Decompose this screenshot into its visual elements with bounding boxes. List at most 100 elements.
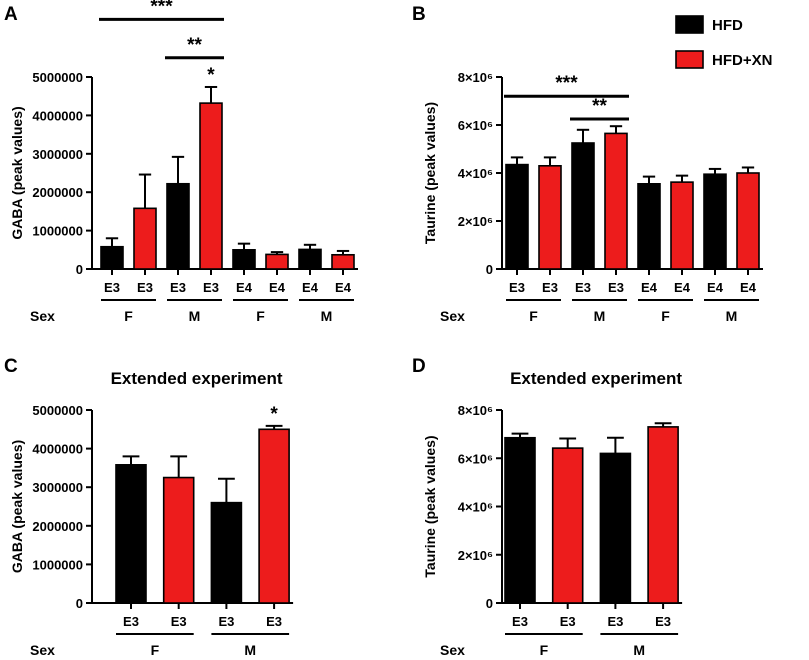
x-tick-label-a: E3 [170, 280, 186, 295]
sex-group-label-b: F [529, 308, 538, 324]
bar-b-8 [736, 172, 760, 270]
y-axis-label-c: GABA (peak values) [9, 440, 25, 573]
panel-letter-a: A [4, 4, 18, 25]
bar-a-1 [100, 245, 124, 270]
bar-a-2 [133, 207, 157, 270]
sex-group-label-b: M [726, 308, 738, 324]
sex-group-label-a: M [189, 308, 201, 324]
y-tick-label-d: 6×10⁶ [458, 451, 493, 466]
bar-c-2 [162, 476, 195, 604]
sex-group-label-a: M [321, 308, 333, 324]
bar-b-4 [604, 132, 628, 270]
x-tick-label-b: E4 [641, 280, 658, 295]
y-tick-label-b: 4×10⁶ [458, 166, 493, 181]
x-tick-label-d: E3 [607, 614, 623, 629]
sex-label-b: Sex [440, 308, 465, 324]
y-axis-label-d: Taurine (peak values) [422, 435, 438, 577]
y-axis-label-a: GABA (peak values) [9, 106, 25, 239]
bar-b-2 [538, 165, 562, 270]
legend-swatch-1 [675, 15, 704, 34]
bar-c-4 [258, 428, 290, 604]
bar-a-6 [265, 253, 289, 270]
sex-group-label-c: M [244, 642, 256, 658]
x-tick-label-c: E3 [123, 614, 139, 629]
x-tick-label-c: E3 [218, 614, 234, 629]
x-tick-label-d: E3 [560, 614, 576, 629]
bar-b-3 [571, 142, 595, 270]
y-tick-label-d: 4×10⁶ [458, 500, 493, 515]
legend-swatch-2 [675, 50, 704, 69]
x-tick-label-b: E3 [542, 280, 558, 295]
y-tick-label-a: 1000000 [32, 224, 83, 239]
bar-a-5 [232, 249, 256, 270]
y-tick-label-c: 2000000 [32, 519, 83, 534]
bar-b-5 [637, 183, 661, 270]
bar-b-7 [703, 173, 727, 270]
y-tick-label-a: 2000000 [32, 185, 83, 200]
x-tick-label-b: E4 [707, 280, 724, 295]
x-tick-label-c: E3 [171, 614, 187, 629]
sex-group-label-c: F [151, 642, 160, 658]
bar-c-1 [115, 464, 147, 604]
y-tick-label-c: 0 [76, 596, 83, 611]
y-tick-label-d: 8×10⁶ [458, 403, 493, 418]
sex-label-c: Sex [30, 642, 55, 658]
y-axis-label-b: Taurine (peak values) [422, 102, 438, 244]
y-tick-label-c: 3000000 [32, 480, 83, 495]
y-tick-label-a: 5000000 [32, 70, 83, 85]
sex-group-label-a: F [124, 308, 133, 324]
sex-group-label-d: M [633, 642, 645, 658]
significance-label-b: ** [592, 96, 607, 117]
sex-label-a: Sex [30, 308, 55, 324]
bar-significance-c: * [270, 404, 278, 425]
y-tick-label-a: 0 [76, 262, 83, 277]
y-tick-label-a: 4000000 [32, 108, 83, 123]
x-tick-label-b: E3 [575, 280, 591, 295]
x-tick-label-a: E4 [335, 280, 352, 295]
y-tick-label-b: 8×10⁶ [458, 70, 493, 85]
bar-d-2 [551, 447, 584, 604]
bar-a-4 [199, 102, 223, 270]
sex-group-label-d: F [540, 642, 549, 658]
significance-label-a: *** [150, 0, 173, 17]
bar-d-4 [647, 426, 679, 604]
x-tick-label-b: E4 [740, 280, 757, 295]
y-tick-label-d: 2×10⁶ [458, 548, 493, 563]
sex-group-label-b: F [661, 308, 670, 324]
panel-letter-b: B [412, 4, 426, 25]
significance-label-a: ** [187, 35, 202, 56]
panel-letter-d: D [412, 356, 426, 377]
significance-label-b: *** [555, 73, 578, 94]
bar-d-3 [599, 452, 632, 604]
x-tick-label-b: E3 [608, 280, 624, 295]
x-tick-label-b: E3 [509, 280, 525, 295]
y-tick-label-b: 2×10⁶ [458, 214, 493, 229]
bar-d-1 [504, 436, 536, 604]
x-tick-label-a: E4 [269, 280, 286, 295]
x-tick-label-b: E4 [674, 280, 691, 295]
x-tick-label-a: E4 [236, 280, 253, 295]
y-tick-label-b: 6×10⁶ [458, 118, 493, 133]
y-tick-label-c: 5000000 [32, 403, 83, 418]
bar-a-3 [166, 182, 190, 270]
x-tick-label-d: E3 [512, 614, 528, 629]
panel-letter-c: C [4, 356, 18, 377]
x-tick-label-a: E3 [137, 280, 153, 295]
x-tick-label-d: E3 [655, 614, 671, 629]
x-tick-label-a: E3 [203, 280, 219, 295]
y-tick-label-d: 0 [486, 596, 493, 611]
sex-label-d: Sex [440, 642, 465, 658]
x-tick-label-a: E3 [104, 280, 120, 295]
y-tick-label-b: 0 [486, 262, 493, 277]
bar-b-1 [505, 163, 529, 270]
chart-title-d: Extended experiment [510, 369, 682, 388]
bar-significance-a: * [207, 65, 215, 86]
legend-label-1: HFD [712, 17, 743, 34]
x-tick-label-a: E4 [302, 280, 319, 295]
bar-a-7 [298, 248, 322, 270]
legend-label-2: HFD+XN [712, 52, 772, 69]
y-tick-label-a: 3000000 [32, 147, 83, 162]
y-tick-label-c: 1000000 [32, 557, 83, 572]
sex-group-label-a: F [256, 308, 265, 324]
